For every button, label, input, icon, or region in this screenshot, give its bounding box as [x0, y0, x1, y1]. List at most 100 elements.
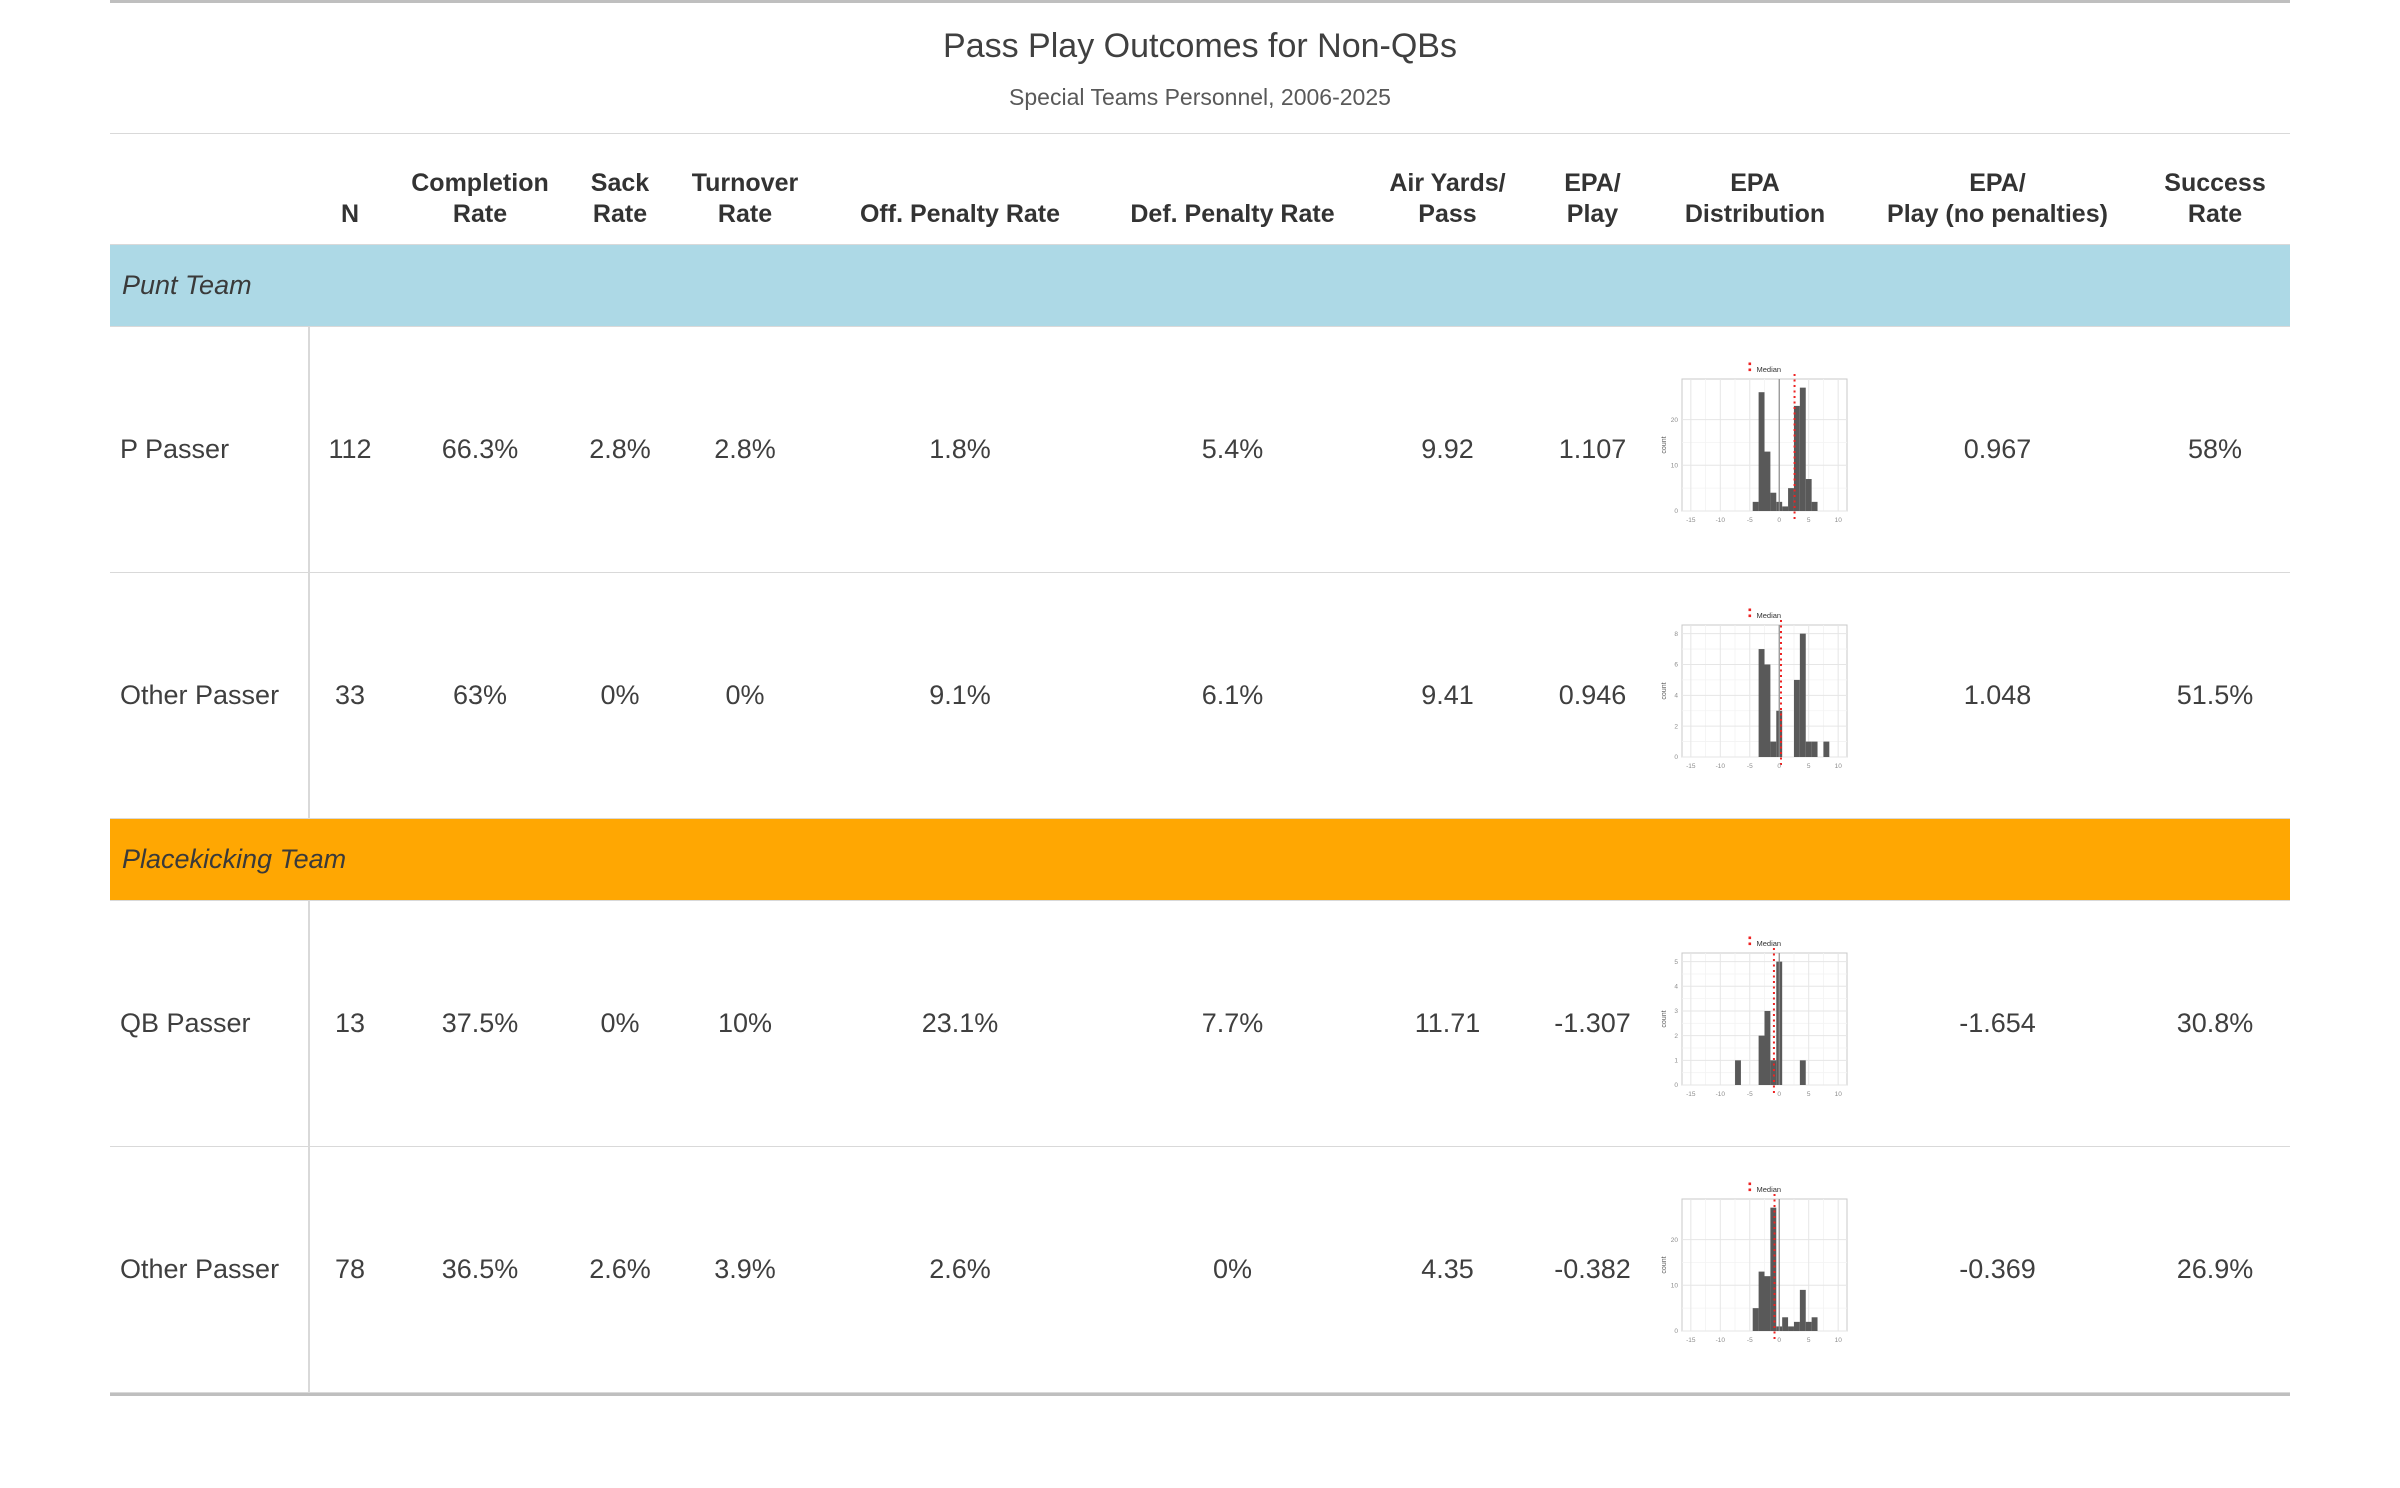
- table-figure: Pass Play Outcomes for Non-QBs Special T…: [110, 0, 2290, 1396]
- svg-text:1: 1: [1674, 1057, 1678, 1064]
- cell-air-yards-pass: 4.35: [1421, 1254, 1474, 1284]
- cell-epa-play: -0.382: [1554, 1254, 1631, 1284]
- header-top-rule: [110, 133, 2290, 134]
- group-band-punt-team: Punt Team: [110, 245, 2290, 327]
- row-label: P Passer: [110, 327, 310, 572]
- svg-text:10: 10: [1835, 517, 1843, 524]
- column-header-epa-distribution: EPA Distribution: [1684, 168, 1826, 228]
- cell-turnover-rate: 3.9%: [714, 1254, 776, 1284]
- table-row-kick-other-passer: Other Passer 78 36.5% 2.6% 3.9% 2.6% 0% …: [110, 1147, 2290, 1393]
- cell-success-rate: 58%: [2187, 434, 2243, 464]
- svg-text:2: 2: [1674, 1032, 1678, 1039]
- cell-epa-play: 0.946: [1558, 680, 1627, 710]
- svg-text:Median: Median: [1757, 1185, 1782, 1194]
- svg-text:-15: -15: [1686, 1091, 1696, 1098]
- column-header-success-rate: Success Rate: [2164, 168, 2266, 228]
- svg-text:-5: -5: [1747, 1091, 1753, 1098]
- cell-completion-rate: 36.5%: [441, 1254, 519, 1284]
- column-header-off-penalty-rate: Off. Penalty Rate: [859, 199, 1061, 228]
- cell-off-penalty-rate: 1.8%: [929, 434, 991, 464]
- svg-text:0: 0: [1777, 763, 1781, 770]
- svg-text:-5: -5: [1747, 517, 1753, 524]
- page-title: Pass Play Outcomes for Non-QBs: [943, 27, 1457, 65]
- column-header-turnover-rate: Turnover Rate: [691, 168, 799, 228]
- epa-distribution-histogram: -15 -10 -5 0 5 10 0 2 4 6 8 count Median: [1655, 605, 1855, 787]
- cell-completion-rate: 63%: [452, 680, 508, 710]
- svg-text:4: 4: [1674, 692, 1678, 699]
- cell-epa-play-no-penalties: -1.654: [1959, 1008, 2036, 1038]
- svg-text:20: 20: [1671, 1236, 1679, 1243]
- svg-text:-15: -15: [1686, 517, 1696, 524]
- svg-text:0: 0: [1777, 517, 1781, 524]
- column-header-epa-play-no-penalties: EPA/Play (no penalties): [1887, 168, 2108, 228]
- cell-sack-rate: 2.6%: [589, 1254, 651, 1284]
- svg-text:5: 5: [1807, 763, 1811, 770]
- cell-air-yards-pass: 11.71: [1414, 1008, 1481, 1038]
- cell-off-penalty-rate: 9.1%: [929, 680, 991, 710]
- cell-def-penalty-rate: 5.4%: [1201, 434, 1264, 464]
- table-row-punt-p-passer: P Passer 112 66.3% 2.8% 2.8% 1.8% 5.4% 9…: [110, 327, 2290, 573]
- group-band-label: Punt Team: [122, 270, 252, 300]
- cell-sack-rate: 0%: [600, 680, 640, 710]
- row-label: Other Passer: [110, 573, 310, 818]
- svg-text:count: count: [1661, 436, 1668, 453]
- cell-epa-play-no-penalties: 0.967: [1963, 434, 2032, 464]
- svg-text:0: 0: [1777, 1091, 1781, 1098]
- svg-text:4: 4: [1674, 983, 1678, 990]
- svg-text:0: 0: [1674, 754, 1678, 761]
- svg-text:10: 10: [1835, 763, 1843, 770]
- epa-distribution-histogram: -15 -10 -5 0 5 10 0 10 20 count Median: [1655, 359, 1855, 541]
- svg-text:-15: -15: [1686, 1337, 1696, 1344]
- epa-distribution-histogram: -15 -10 -5 0 5 10 0 1 2 3 4 5 count Median: [1655, 933, 1855, 1115]
- cell-sack-rate: 0%: [600, 1008, 640, 1038]
- svg-text:count: count: [1661, 682, 1668, 699]
- svg-text:2: 2: [1674, 723, 1678, 730]
- svg-text:-5: -5: [1747, 1337, 1753, 1344]
- cell-air-yards-pass: 9.41: [1421, 680, 1474, 710]
- svg-text:5: 5: [1807, 1337, 1811, 1344]
- cell-off-penalty-rate: 2.6%: [929, 1254, 991, 1284]
- cell-n: 112: [328, 434, 372, 464]
- svg-text:-10: -10: [1716, 763, 1726, 770]
- cell-def-penalty-rate: 7.7%: [1201, 1008, 1264, 1038]
- cell-off-penalty-rate: 23.1%: [921, 1008, 999, 1038]
- svg-text:10: 10: [1671, 1282, 1679, 1289]
- svg-text:Median: Median: [1757, 365, 1782, 374]
- svg-text:8: 8: [1674, 630, 1678, 637]
- cell-n: 33: [334, 680, 366, 710]
- column-header-label: [110, 199, 310, 244]
- svg-text:Median: Median: [1757, 611, 1782, 620]
- column-header-completion-rate: Completion Rate: [411, 168, 549, 228]
- cell-completion-rate: 66.3%: [441, 434, 519, 464]
- svg-text:-10: -10: [1716, 517, 1726, 524]
- cell-def-penalty-rate: 0%: [1212, 1254, 1253, 1284]
- svg-text:20: 20: [1671, 416, 1679, 423]
- svg-text:0: 0: [1674, 1082, 1678, 1089]
- cell-turnover-rate: 2.8%: [714, 434, 776, 464]
- svg-text:5: 5: [1674, 958, 1678, 965]
- svg-text:10: 10: [1835, 1091, 1843, 1098]
- column-header-sack-rate: Sack Rate: [590, 168, 650, 228]
- group-band-label: Placekicking Team: [122, 844, 347, 874]
- epa-distribution-histogram: -15 -10 -5 0 5 10 0 10 20 count Median: [1655, 1179, 1855, 1361]
- svg-text:-5: -5: [1747, 763, 1753, 770]
- cell-epa-play-no-penalties: 1.048: [1963, 680, 2032, 710]
- table-row-punt-other-passer: Other Passer 33 63% 0% 0% 9.1% 6.1% 9.41…: [110, 573, 2290, 819]
- column-header-epa-play: EPA/Play: [1564, 168, 1621, 228]
- column-header-row: N Completion Rate Sack Rate Turnover Rate O…: [110, 134, 2290, 245]
- page-subtitle: Special Teams Personnel, 2006-2025: [1009, 84, 1391, 110]
- cell-air-yards-pass: 9.92: [1421, 434, 1474, 464]
- svg-text:-10: -10: [1716, 1091, 1726, 1098]
- svg-text:-10: -10: [1716, 1337, 1726, 1344]
- svg-text:0: 0: [1674, 1328, 1678, 1335]
- svg-text:Median: Median: [1757, 939, 1782, 948]
- svg-text:6: 6: [1674, 661, 1678, 668]
- top-rule: [110, 0, 2290, 3]
- bottom-rule: [110, 1393, 2290, 1396]
- svg-text:count: count: [1661, 1256, 1668, 1273]
- cell-success-rate: 51.5%: [2176, 680, 2254, 710]
- svg-text:-15: -15: [1686, 763, 1696, 770]
- column-header-def-penalty-rate: Def. Penalty Rate: [1130, 199, 1335, 228]
- svg-text:count: count: [1661, 1010, 1668, 1027]
- svg-text:0: 0: [1777, 1337, 1781, 1344]
